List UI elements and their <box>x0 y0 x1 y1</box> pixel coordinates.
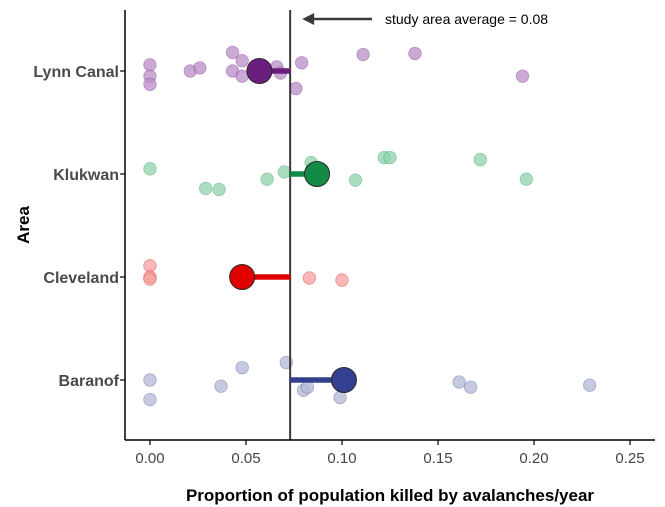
data-point <box>143 58 157 72</box>
data-point <box>143 162 157 176</box>
data-point <box>300 380 315 394</box>
data-point <box>463 380 478 394</box>
mean-marker <box>229 264 256 290</box>
scatter-points-layer <box>143 45 597 407</box>
mean-marker <box>304 161 331 187</box>
data-point <box>515 69 530 83</box>
data-point <box>452 375 466 389</box>
data-point <box>348 173 363 187</box>
x-axis-title: Proportion of population killed by avala… <box>186 486 594 505</box>
x-tick-label: 0.00 <box>135 450 164 467</box>
y-tick-label: Klukwan <box>53 167 119 184</box>
data-point <box>335 273 349 287</box>
data-point <box>143 392 157 407</box>
data-point <box>143 272 157 286</box>
data-point <box>143 373 157 387</box>
y-axis-title: Area <box>14 206 33 244</box>
x-tick-label: 0.25 <box>615 450 644 467</box>
data-point <box>356 47 370 62</box>
annotation-arrow-head <box>302 13 315 25</box>
data-point <box>294 56 309 70</box>
data-point <box>302 271 317 285</box>
data-point <box>198 181 213 196</box>
data-point <box>212 182 226 197</box>
y-axis-ticks: Baranof Cleveland Klukwan Lynn Canal <box>33 64 125 390</box>
x-tick-label: 0.20 <box>519 450 548 467</box>
data-point <box>473 152 487 167</box>
mean-markers-layer <box>229 58 357 393</box>
data-point <box>225 45 240 60</box>
data-point <box>235 360 249 375</box>
data-point <box>260 172 274 186</box>
mean-marker <box>330 367 357 393</box>
x-axis-ticks: 0.00 0.05 0.10 0.15 0.20 0.25 <box>135 440 645 467</box>
y-tick-label: Baranof <box>59 373 120 390</box>
data-point <box>333 390 347 405</box>
data-point <box>289 81 303 96</box>
x-tick-label: 0.10 <box>327 450 356 467</box>
y-tick-label: Lynn Canal <box>33 64 119 81</box>
mean-marker <box>246 58 273 84</box>
data-point <box>583 378 597 392</box>
data-point <box>214 379 228 393</box>
x-tick-label: 0.05 <box>231 450 260 467</box>
data-point <box>408 46 422 61</box>
data-point <box>143 77 157 92</box>
data-point <box>235 54 249 68</box>
data-point <box>519 172 534 186</box>
y-tick-label: Cleveland <box>43 270 119 287</box>
reference-annotation: study area average = 0.08 <box>302 11 548 27</box>
data-point <box>193 61 207 75</box>
data-point <box>383 150 397 165</box>
data-point <box>277 165 292 179</box>
x-tick-label: 0.15 <box>423 450 452 467</box>
data-point <box>143 258 157 273</box>
annotation-label: study area average = 0.08 <box>385 11 548 27</box>
